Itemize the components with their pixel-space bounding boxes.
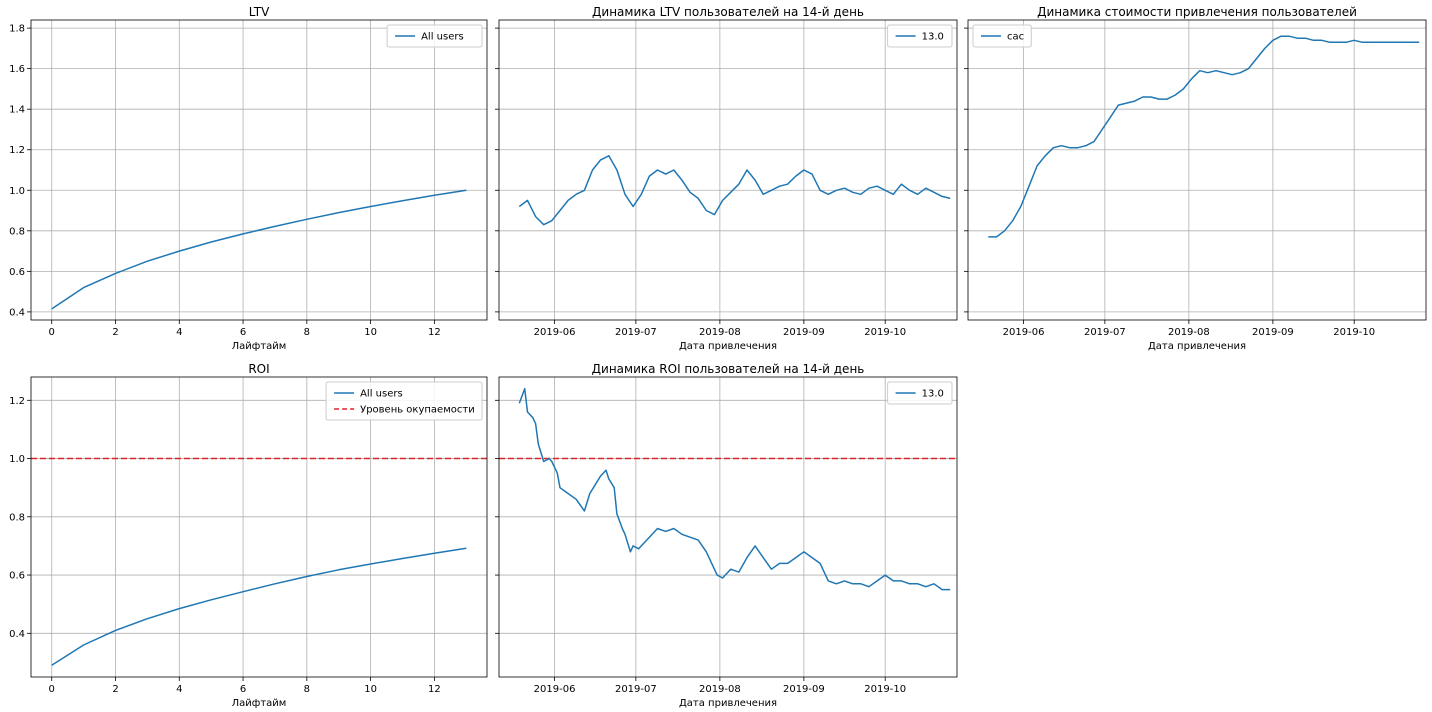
chart3-xtick-label-5: 10 bbox=[364, 684, 377, 695]
chart1-axes: 2019-06 2019-07 2019-08 2019-09 2019-10 Динам… bbox=[495, 5, 958, 352]
chart0-xtick-label-5: 10 bbox=[364, 327, 377, 338]
chart4-title: Динамика ROI пользователей на 14-й день bbox=[592, 362, 865, 376]
chart1-xtick-label-4: 2019-10 bbox=[864, 327, 906, 338]
chart4-legend-label-0: 13.0 bbox=[922, 389, 944, 400]
chart2-xlabel: Дата привлечения bbox=[1148, 341, 1246, 352]
chart0-ytick-label-4: 1.2 bbox=[9, 145, 25, 156]
chart0-xtick-label-3: 6 bbox=[240, 327, 246, 338]
chart0-legend: All users bbox=[386, 24, 483, 48]
chart4-axes: 2019-06 2019-07 2019-08 2019-09 2019-10 Динам… bbox=[495, 362, 958, 709]
chart3-xlabel: Лайфтайм bbox=[232, 698, 287, 709]
chart3-xtick-label-0: 0 bbox=[49, 684, 55, 695]
chart1-title: Динамика LTV пользователей на 14-й день bbox=[592, 5, 864, 19]
chart0-legend-box bbox=[386, 24, 483, 48]
chart3-title: ROI bbox=[248, 362, 269, 376]
chart4-xlabel: Дата привлечения bbox=[679, 698, 777, 709]
chart1-xtick-label-1: 2019-07 bbox=[615, 327, 657, 338]
chart0-series-0-line bbox=[51, 189, 467, 310]
chart4-xtick-label-0: 2019-06 bbox=[534, 684, 576, 695]
chart3-legend-label-0: All users bbox=[360, 389, 403, 400]
chart0-legend-label-0: All users bbox=[421, 32, 464, 43]
chart1-xlabel: Дата привлечения bbox=[679, 341, 777, 352]
chart0-title: LTV bbox=[249, 5, 270, 19]
chart2-axes: 2019-06 2019-07 2019-08 2019-09 2019-10 Динам… bbox=[964, 5, 1427, 352]
chart2-legend-label-0: cac bbox=[1007, 32, 1024, 43]
chart2-xtick-label-3: 2019-09 bbox=[1252, 327, 1294, 338]
chart3-axes: 0 2 4 6 8 10 12 0.4 0.6 0.8 1.0 1.2 ROI Лайфтайм All u… bbox=[9, 362, 488, 709]
chart3-frame bbox=[30, 376, 488, 678]
chart0-xlabel: Лайфтайм bbox=[232, 341, 287, 352]
chart2-xtick-label-2: 2019-08 bbox=[1168, 327, 1210, 338]
chart3-legend-box bbox=[325, 381, 483, 421]
chart3-series-0-line bbox=[51, 547, 467, 666]
chart3-legend-label-1: Уровень окупаемости bbox=[360, 405, 475, 416]
chart3-legend: All users Уровень окупаемости bbox=[325, 381, 483, 421]
chart4-xtick-label-3: 2019-09 bbox=[783, 684, 825, 695]
chart0-xtick-label-4: 8 bbox=[304, 327, 310, 338]
chart0-ytick-label-0: 0.4 bbox=[9, 307, 25, 318]
chart4-frame bbox=[498, 376, 958, 678]
chart0-ytick-label-2: 0.8 bbox=[9, 226, 25, 237]
chart2-frame bbox=[967, 19, 1427, 321]
chart0-ytick-label-3: 1.0 bbox=[9, 186, 25, 197]
chart1-xtick-label-3: 2019-09 bbox=[783, 327, 825, 338]
chart2-xtick-label-0: 2019-06 bbox=[1003, 327, 1045, 338]
chart2-legend-box bbox=[972, 24, 1032, 48]
chart3-xtick-label-3: 6 bbox=[240, 684, 246, 695]
chart0-axes: 0 2 4 6 8 10 12 0.4 0.6 0.8 1.0 1.2 1.4 1.6 1.8 LTV Лайф… bbox=[9, 5, 488, 352]
chart2-xtick-label-4: 2019-10 bbox=[1333, 327, 1375, 338]
chart0-xtick-label-2: 4 bbox=[176, 327, 182, 338]
chart3-xtick-label-6: 12 bbox=[428, 684, 441, 695]
chart2-xtick-label-1: 2019-07 bbox=[1084, 327, 1126, 338]
chart4-xtick-label-1: 2019-07 bbox=[615, 684, 657, 695]
chart0-ytick-label-7: 1.8 bbox=[9, 24, 25, 35]
chart3-xtick-label-1: 2 bbox=[112, 684, 118, 695]
chart4-legend-box bbox=[887, 381, 953, 405]
chart3-ytick-label-1: 0.6 bbox=[9, 571, 25, 582]
chart0-ytick-label-5: 1.4 bbox=[9, 105, 25, 116]
chart0-xtick-label-0: 0 bbox=[49, 327, 55, 338]
chart4-xtick-label-2: 2019-08 bbox=[699, 684, 741, 695]
chart0-ytick-label-1: 0.6 bbox=[9, 267, 25, 278]
chart2-series-0-line bbox=[988, 35, 1420, 238]
chart0-xtick-label-6: 12 bbox=[428, 327, 441, 338]
chart1-legend-box bbox=[887, 24, 953, 48]
chart3-ytick-label-2: 0.8 bbox=[9, 512, 25, 523]
chart3-ytick-label-3: 1.0 bbox=[9, 454, 25, 465]
chart1-frame bbox=[498, 19, 958, 321]
chart3-ytick-label-0: 0.4 bbox=[9, 629, 25, 640]
chart4-legend: 13.0 bbox=[887, 381, 953, 405]
chart1-xtick-label-2: 2019-08 bbox=[699, 327, 741, 338]
chart1-series-0-line bbox=[518, 155, 951, 226]
chart3-xtick-label-4: 8 bbox=[304, 684, 310, 695]
chart0-frame bbox=[30, 19, 488, 321]
chart0-xtick-label-1: 2 bbox=[112, 327, 118, 338]
chart1-legend-label-0: 13.0 bbox=[922, 32, 944, 43]
chart3-xtick-label-2: 4 bbox=[176, 684, 182, 695]
chart2-legend: cac bbox=[972, 24, 1032, 48]
chart4-xtick-label-4: 2019-10 bbox=[864, 684, 906, 695]
chart4-series-0-line bbox=[518, 387, 951, 591]
chart1-legend: 13.0 bbox=[887, 24, 953, 48]
chart0-ytick-label-6: 1.6 bbox=[9, 64, 25, 75]
chart2-title: Динамика стоимости привлечения пользоват… bbox=[1037, 5, 1357, 19]
chart1-xtick-label-0: 2019-06 bbox=[534, 327, 576, 338]
chart3-ytick-label-4: 1.2 bbox=[9, 396, 25, 407]
